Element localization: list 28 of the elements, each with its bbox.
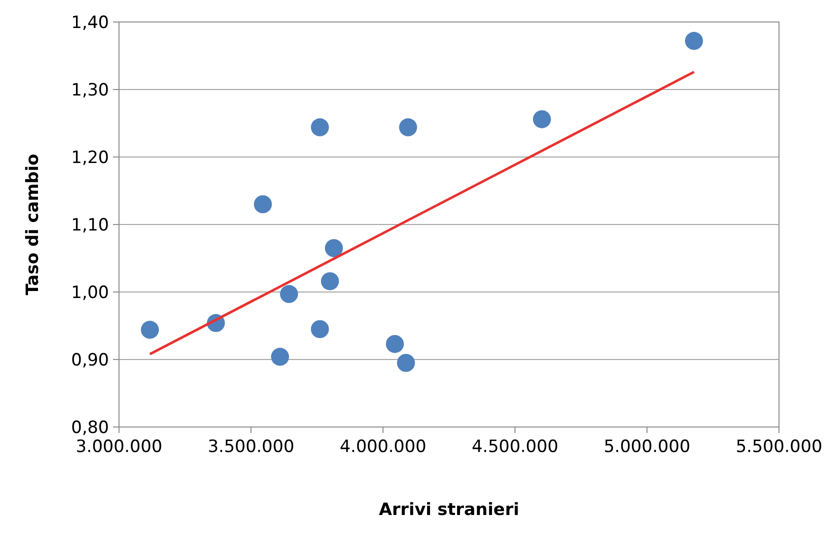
- y-tick-label: 0,90: [71, 350, 109, 370]
- point: [310, 118, 329, 136]
- x-tick-label: 4.500.000: [472, 437, 558, 457]
- y-tick-label: 1,00: [71, 282, 109, 303]
- x-axis-title: Arrivi stranieri: [378, 500, 520, 520]
- point: [532, 110, 551, 128]
- y-tick-label: 1,40: [71, 12, 109, 33]
- x-tick-label: 3.000.000: [76, 437, 162, 457]
- y-axis-title: Taso di cambio: [23, 154, 43, 296]
- x-tick-label: 3.500.000: [208, 437, 294, 457]
- point: [310, 320, 329, 338]
- point: [399, 118, 418, 136]
- point: [254, 195, 272, 214]
- x-tick-label: 5.500.000: [736, 437, 822, 457]
- x-tick-label: 4.000.000: [340, 437, 426, 457]
- point: [280, 285, 298, 304]
- y-tick-label: 1,20: [71, 148, 109, 168]
- point: [324, 239, 343, 258]
- y-tick-label: 1,30: [71, 80, 109, 100]
- point: [140, 320, 159, 339]
- point: [684, 32, 703, 50]
- y-tick-label: 0,80: [71, 418, 109, 438]
- point: [386, 334, 404, 353]
- point: [320, 272, 339, 290]
- x-tick-label: 5.000.000: [604, 437, 690, 457]
- point: [396, 354, 415, 372]
- point: [271, 348, 290, 366]
- y-tick-label: 1,10: [71, 215, 109, 236]
